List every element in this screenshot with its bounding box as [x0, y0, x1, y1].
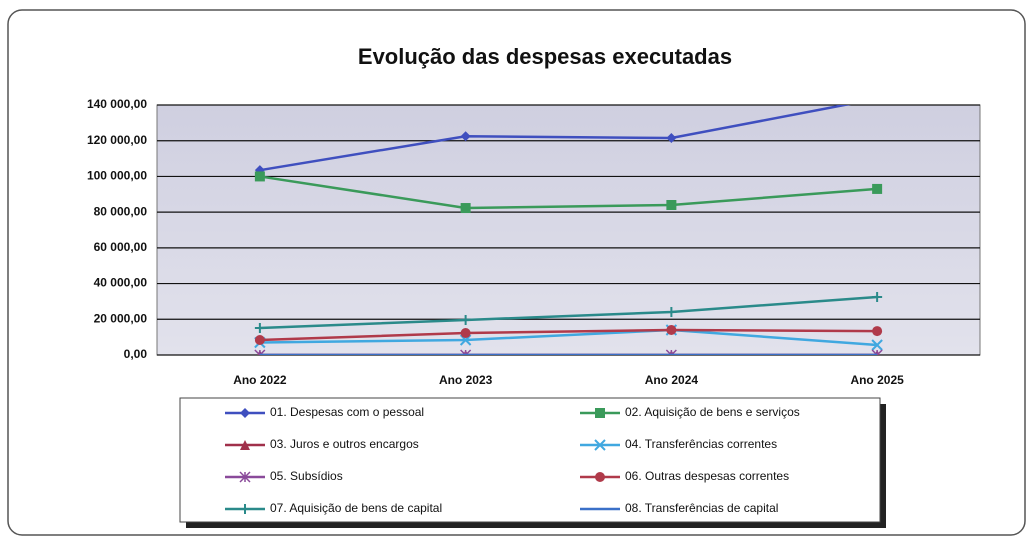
legend-label: 04. Transferências correntes: [625, 437, 777, 451]
legend-label: 07. Aquisição de bens de capital: [270, 501, 442, 515]
marker: [460, 315, 471, 325]
marker: [666, 133, 677, 144]
marker: [254, 349, 266, 355]
marker: [240, 408, 250, 418]
legend-label: 03. Juros e outros encargos: [270, 437, 419, 451]
series-line: [259, 175, 878, 210]
y-tick-label: 60 000,00: [94, 240, 148, 254]
marker: [460, 349, 472, 355]
legend-label: 01. Despesas com o pessoal: [270, 405, 424, 419]
marker: [595, 472, 605, 482]
marker: [254, 335, 265, 345]
series-line: [259, 328, 878, 347]
legend: [179, 397, 881, 523]
marker: [595, 408, 605, 418]
marker: [871, 339, 883, 351]
marker: [254, 323, 265, 334]
series-line: [259, 295, 878, 330]
marker: [666, 325, 677, 335]
series-layer: [254, 105, 883, 355]
marker: [872, 183, 883, 194]
y-tick-label: 20 000,00: [94, 311, 148, 325]
series-line: [259, 105, 852, 172]
series-line: [259, 328, 878, 342]
legend-label: 02. Aquisição de bens e serviços: [625, 405, 800, 419]
x-tick-label: Ano 2022: [233, 373, 287, 387]
x-tick-label: Ano 2025: [850, 373, 904, 387]
plot-area: [156, 104, 981, 356]
x-tick-label: Ano 2023: [439, 373, 493, 387]
y-tick-label: 120 000,00: [87, 133, 147, 147]
marker: [254, 171, 265, 182]
marker: [871, 349, 883, 355]
marker: [240, 440, 250, 450]
chart-title: Evolução das despesas executadas: [358, 44, 732, 69]
legend-label: 06. Outras despesas correntes: [625, 469, 789, 483]
y-tick-label: 140 000,00: [87, 97, 147, 111]
y-tick-label: 40 000,00: [94, 276, 148, 290]
legend-label: 05. Subsídios: [270, 469, 343, 483]
marker: [665, 349, 677, 355]
marker: [239, 471, 251, 483]
marker: [460, 328, 471, 339]
y-tick-label: 80 000,00: [94, 204, 148, 218]
marker: [872, 291, 883, 302]
marker: [594, 439, 606, 451]
y-tick-label: 0,00: [124, 347, 148, 361]
marker: [460, 203, 471, 214]
legend-label: 08. Transferências de capital: [625, 501, 778, 515]
x-tick-label: Ano 2024: [645, 373, 699, 387]
marker: [460, 131, 471, 142]
marker: [872, 326, 883, 337]
marker: [666, 306, 677, 317]
y-tick-label: 100 000,00: [87, 169, 147, 183]
marker: [666, 200, 677, 210]
marker: [240, 504, 250, 514]
